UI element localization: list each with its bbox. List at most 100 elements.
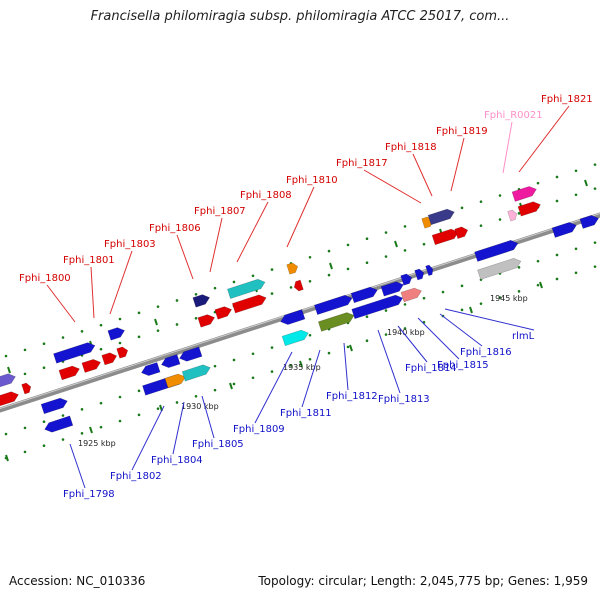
ruler-dot xyxy=(498,218,502,221)
gene-arrow xyxy=(140,362,161,377)
ruler-dot xyxy=(270,268,274,271)
gene-arrow xyxy=(214,306,233,320)
gene-label: Fphi_1807 xyxy=(194,206,246,217)
gene-arrow xyxy=(0,391,19,407)
gene-label: Fphi_1803 xyxy=(104,239,156,250)
ruler-tick xyxy=(299,360,303,368)
map-title: Francisella philomiragia subsp. philomir… xyxy=(90,9,510,24)
ruler-dot xyxy=(137,311,141,315)
ruler-dot xyxy=(156,329,160,332)
ruler-dot xyxy=(365,339,369,343)
ruler-dot xyxy=(422,296,426,300)
ruler-dot xyxy=(289,364,293,367)
gene-arrow xyxy=(474,239,519,262)
gene-arrow xyxy=(350,286,378,304)
gene-arrow xyxy=(101,352,118,366)
ruler-dot xyxy=(536,283,540,287)
gene-arrow xyxy=(231,294,267,314)
ruler-dot xyxy=(270,370,274,373)
gene-label: Fphi_1811 xyxy=(280,408,332,419)
ruler-dot xyxy=(517,212,521,215)
ruler-dot xyxy=(156,407,160,410)
ruler-tick xyxy=(7,366,11,374)
ruler-dot xyxy=(251,274,255,278)
ruler-dot xyxy=(517,290,521,293)
gene-arrow xyxy=(179,346,203,362)
ruler-dot xyxy=(403,249,407,252)
gene-arrow xyxy=(40,397,68,415)
ruler-dot xyxy=(403,303,407,306)
ruler-dot xyxy=(460,206,464,210)
scale-label: 1945 kbp xyxy=(490,294,528,303)
ruler-dot xyxy=(346,243,350,247)
gene-arrow xyxy=(197,314,216,328)
ruler-dot xyxy=(61,414,65,417)
leader-line xyxy=(397,325,428,363)
ruler-dot xyxy=(403,225,407,228)
gene-arrow xyxy=(44,415,74,433)
leader-line xyxy=(176,234,194,280)
leader-line xyxy=(417,317,460,360)
leader-line xyxy=(363,169,422,204)
leader-line xyxy=(450,137,465,192)
gene-label: Fphi_1802 xyxy=(110,471,162,482)
ruler-dot xyxy=(460,284,464,288)
ruler-dot xyxy=(137,413,141,417)
ruler-dot xyxy=(555,199,559,203)
gene-arrow xyxy=(511,186,537,202)
gene-label: Fphi_1818 xyxy=(385,142,437,153)
gene-arrow xyxy=(227,278,266,300)
ruler-dot xyxy=(555,253,559,257)
gene-label: Fphi_1821 xyxy=(541,94,593,105)
ruler-dot xyxy=(327,273,331,277)
gene-arrow xyxy=(21,382,32,395)
leader-line xyxy=(109,250,133,315)
ruler-dot xyxy=(479,302,483,305)
ruler-tick xyxy=(89,426,93,434)
leader-line xyxy=(502,121,513,174)
gene-arrow xyxy=(81,358,102,373)
ruler-dot xyxy=(137,389,141,393)
ruler-dot xyxy=(365,237,369,241)
accession-text: Accession: NC_010336 xyxy=(9,574,146,588)
ruler-dot xyxy=(80,330,84,333)
ruler-dot xyxy=(346,345,350,349)
gene-label: Fphi_R0021 xyxy=(484,110,543,121)
ruler-dot xyxy=(23,348,27,352)
ruler-dot xyxy=(23,372,27,376)
gene-label: Fphi_1804 xyxy=(151,455,203,466)
scale-label: 1925 kbp xyxy=(78,439,116,448)
ruler-dot xyxy=(574,193,578,197)
ruler-dot xyxy=(175,299,179,302)
gene-label: Fphi_1817 xyxy=(336,158,388,169)
gene-arrow xyxy=(579,214,600,229)
ruler-dot xyxy=(593,187,597,190)
gene-label: Fphi_1813 xyxy=(378,394,430,405)
ruler-dot xyxy=(498,194,502,197)
ruler-dot xyxy=(61,438,65,441)
gene-arrow xyxy=(351,294,404,320)
ruler-dot xyxy=(593,241,597,244)
ruler-dot xyxy=(4,354,8,358)
gene-arrow xyxy=(477,257,522,280)
ruler-dot xyxy=(574,247,578,251)
ruler-dot xyxy=(194,293,198,296)
ruler-dot xyxy=(175,323,179,326)
ruler-dot xyxy=(213,364,217,368)
leader-line xyxy=(131,405,165,471)
ruler-dot xyxy=(213,388,217,392)
gene-arrow xyxy=(53,342,96,364)
ruler-dot xyxy=(23,450,27,454)
gene-label: Fphi_1798 xyxy=(63,489,115,500)
ruler-dot xyxy=(460,308,464,312)
gene-arrow xyxy=(281,329,309,347)
ruler-dot xyxy=(593,265,597,268)
ruler-dot xyxy=(574,271,578,275)
ruler-dot xyxy=(42,342,46,346)
gene-label: Fphi_1809 xyxy=(233,424,285,435)
gene-arrow xyxy=(425,264,434,277)
gene-label: Fphi_1808 xyxy=(240,190,292,201)
ruler-dot xyxy=(175,401,179,404)
ruler-dot xyxy=(99,425,103,429)
gene-label: Fphi_1819 xyxy=(436,126,488,137)
